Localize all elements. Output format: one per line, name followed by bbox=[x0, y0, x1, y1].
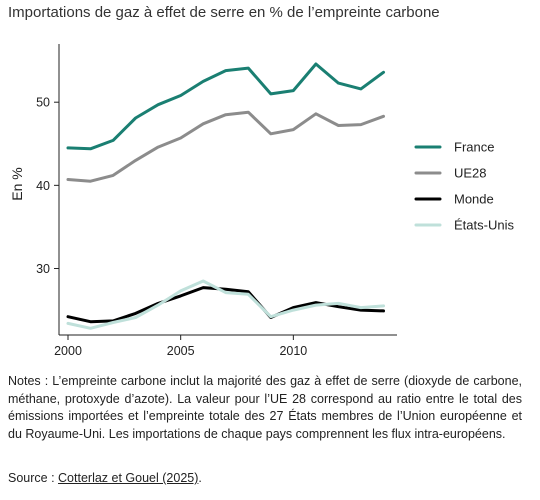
source-prefix: Source : bbox=[8, 471, 59, 485]
legend: France UE28 Monde États-Unis bbox=[414, 140, 514, 233]
x-tick-label: 2005 bbox=[167, 344, 195, 358]
line-chart: 30 40 50 2000 2005 2010 France UE28 Monde États-… bbox=[9, 44, 514, 358]
series-line-france bbox=[66, 62, 385, 151]
x-tick-label: 2000 bbox=[54, 344, 82, 358]
chart-notes: Notes : L’empreinte carbone inclut la ma… bbox=[8, 374, 522, 441]
y-tick-label: 50 bbox=[36, 96, 50, 110]
series-lines bbox=[66, 62, 385, 330]
tick-labels: 30 40 50 2000 2005 2010 bbox=[36, 96, 307, 358]
chart-title: Importations de gaz à effet de serre en … bbox=[8, 4, 440, 21]
legend-label: Monde bbox=[454, 192, 494, 207]
source-suffix: . bbox=[198, 471, 202, 485]
axes bbox=[54, 44, 397, 340]
source-link[interactable]: Cotterlaz et Gouel (2025) bbox=[58, 471, 199, 485]
y-tick-label: 30 bbox=[36, 262, 50, 276]
legend-label: États-Unis bbox=[454, 218, 514, 233]
y-tick-label: 40 bbox=[36, 179, 50, 193]
x-tick-label: 2010 bbox=[279, 344, 307, 358]
series-line--tats-unis bbox=[66, 279, 385, 330]
y-axis-label: En % bbox=[9, 167, 25, 200]
series-line-ue28 bbox=[66, 110, 385, 183]
source-line: Source : Cotterlaz et Gouel (2025). bbox=[8, 471, 202, 485]
legend-label: UE28 bbox=[454, 166, 487, 181]
legend-label: France bbox=[454, 140, 494, 155]
